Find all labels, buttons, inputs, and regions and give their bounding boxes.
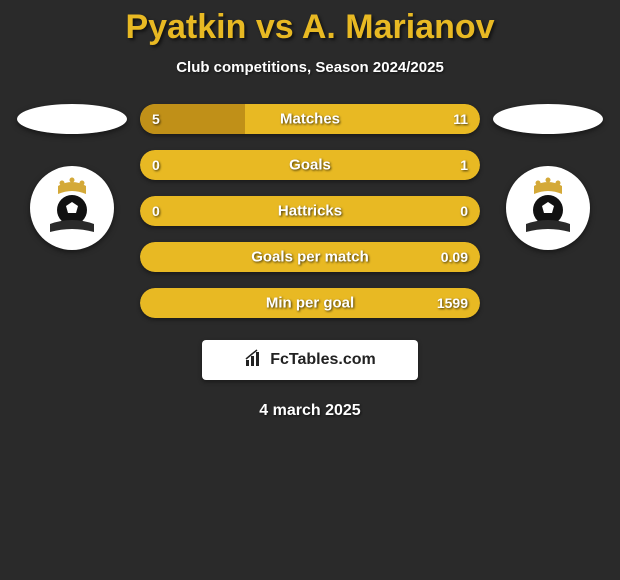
page-title: Pyatkin vs A. Marianov [0, 8, 620, 47]
main-content: 5 Matches 11 0 Goals 1 0 Hattricks 0 Goals per ma… [0, 104, 620, 318]
source-badge: FcTables.com [202, 340, 418, 380]
player-right-placeholder [493, 104, 603, 134]
club-crest-icon [512, 172, 584, 244]
stat-label: Goals [289, 157, 331, 174]
stat-label: Goals per match [251, 249, 369, 266]
subtitle: Club competitions, Season 2024/2025 [0, 59, 620, 76]
date-label: 4 march 2025 [0, 402, 620, 420]
stat-value-right: 11 [453, 111, 468, 127]
stat-bar: 5 Matches 11 [140, 104, 480, 134]
stat-label: Min per goal [266, 295, 354, 312]
right-player-col [488, 104, 608, 250]
chart-icon [244, 348, 264, 373]
stat-value-left: 5 [152, 111, 160, 127]
stat-value-left: 0 [152, 203, 160, 219]
stats-column: 5 Matches 11 0 Goals 1 0 Hattricks 0 Goals per ma… [140, 104, 480, 318]
stat-value-left: 0 [152, 157, 160, 173]
stat-value-right: 0 [460, 203, 468, 219]
player-left-placeholder [17, 104, 127, 134]
left-player-col [12, 104, 132, 250]
stat-bar: Min per goal 1599 [140, 288, 480, 318]
club-badge-right [506, 166, 590, 250]
stat-value-right: 0.09 [441, 249, 468, 265]
comparison-infographic: Pyatkin vs A. Marianov Club competitions… [0, 0, 620, 420]
stat-bar: 0 Goals 1 [140, 150, 480, 180]
stat-label: Hattricks [278, 203, 342, 220]
club-badge-left [30, 166, 114, 250]
club-crest-icon [36, 172, 108, 244]
stat-value-right: 1599 [437, 295, 468, 311]
stat-bar: Goals per match 0.09 [140, 242, 480, 272]
stat-value-right: 1 [460, 157, 468, 173]
stat-label: Matches [280, 111, 340, 128]
brand-text: FcTables.com [270, 351, 376, 369]
stat-bar: 0 Hattricks 0 [140, 196, 480, 226]
